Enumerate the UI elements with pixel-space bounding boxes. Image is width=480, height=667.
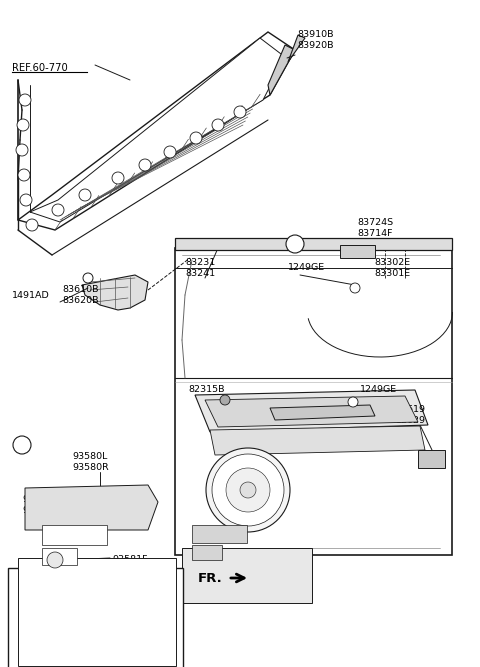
- Text: 1491AD: 1491AD: [12, 291, 50, 299]
- Text: FR.: FR.: [198, 572, 223, 584]
- Polygon shape: [270, 405, 375, 420]
- Text: 93581F: 93581F: [112, 556, 147, 564]
- Circle shape: [226, 468, 270, 512]
- Circle shape: [52, 204, 64, 216]
- Polygon shape: [175, 248, 452, 555]
- Bar: [18, 558, 176, 666]
- Circle shape: [16, 144, 28, 156]
- Polygon shape: [175, 238, 452, 250]
- Circle shape: [139, 159, 151, 171]
- Text: 83231
83241: 83231 83241: [185, 258, 215, 278]
- Circle shape: [234, 106, 246, 118]
- Polygon shape: [210, 426, 425, 455]
- Polygon shape: [30, 38, 285, 222]
- Polygon shape: [268, 45, 295, 95]
- Text: a: a: [19, 440, 25, 450]
- Polygon shape: [82, 275, 148, 310]
- Polygon shape: [418, 450, 445, 468]
- Circle shape: [13, 436, 31, 454]
- Text: 82315B: 82315B: [188, 386, 225, 394]
- Circle shape: [26, 219, 38, 231]
- Text: 83610B
83620B: 83610B 83620B: [62, 285, 98, 305]
- Bar: [192, 525, 247, 543]
- Circle shape: [206, 448, 290, 532]
- Circle shape: [83, 273, 93, 283]
- Circle shape: [220, 395, 230, 405]
- Circle shape: [164, 146, 176, 158]
- Polygon shape: [205, 396, 418, 427]
- Circle shape: [17, 119, 29, 131]
- Circle shape: [212, 454, 284, 526]
- Bar: [340, 245, 375, 258]
- Bar: [8, 568, 183, 667]
- Bar: [192, 545, 222, 560]
- Text: 93582A
93582B: 93582A 93582B: [22, 495, 59, 515]
- Polygon shape: [195, 390, 428, 432]
- Text: 83910B
83920B: 83910B 83920B: [297, 30, 334, 50]
- Text: 83724S
83714F: 83724S 83714F: [357, 218, 393, 238]
- Circle shape: [286, 235, 304, 253]
- Text: 82619
82629: 82619 82629: [395, 405, 425, 425]
- Text: 1249GE: 1249GE: [288, 263, 325, 273]
- Text: 1249GE: 1249GE: [360, 386, 397, 394]
- Polygon shape: [18, 32, 295, 230]
- Text: REF.60-770: REF.60-770: [12, 63, 68, 73]
- Circle shape: [190, 132, 202, 144]
- Bar: [42, 525, 107, 545]
- Circle shape: [112, 172, 124, 184]
- Circle shape: [240, 482, 256, 498]
- Text: 83302E
83301E: 83302E 83301E: [374, 258, 410, 278]
- Circle shape: [47, 552, 63, 568]
- Circle shape: [19, 94, 31, 106]
- Polygon shape: [25, 485, 158, 530]
- Circle shape: [348, 397, 358, 407]
- Circle shape: [20, 194, 32, 206]
- Polygon shape: [288, 35, 305, 62]
- Circle shape: [79, 189, 91, 201]
- Circle shape: [212, 119, 224, 131]
- Text: a: a: [292, 239, 298, 249]
- Circle shape: [18, 169, 30, 181]
- Bar: [182, 548, 312, 603]
- Bar: [42, 548, 77, 565]
- Circle shape: [350, 283, 360, 293]
- Text: 93580L
93580R: 93580L 93580R: [72, 452, 109, 472]
